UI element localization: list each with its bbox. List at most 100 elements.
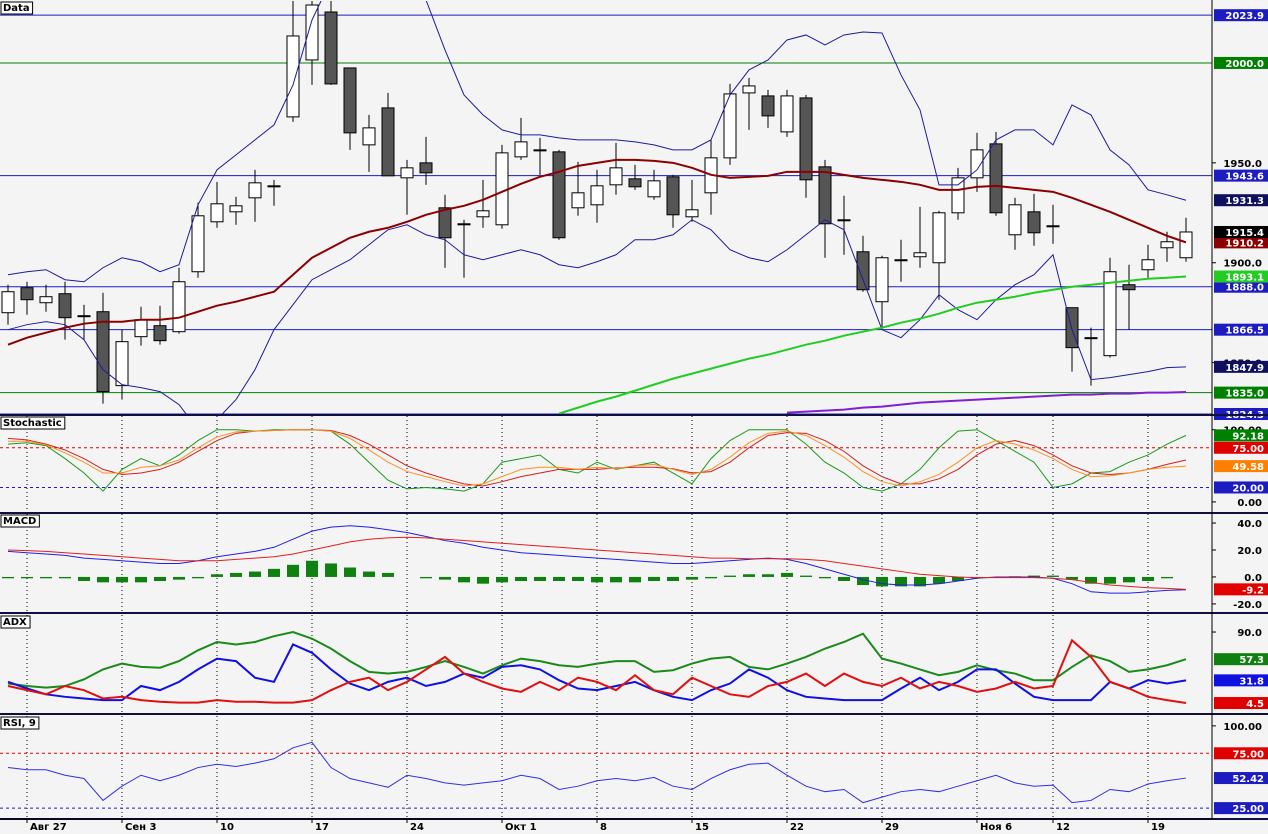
histogram-bar [1161,576,1173,579]
candle-body [799,97,813,181]
x-tick-label: Ноя 6 [980,822,1012,833]
histogram-bar [1047,575,1059,577]
histogram-bar [287,564,299,577]
value-badge [1214,280,1268,293]
series-line [7,219,1187,414]
histogram-bar [800,575,812,577]
x-tick-label: 12 [1056,822,1070,833]
value-badge [1214,460,1268,473]
histogram-bar [135,576,147,583]
histogram-bar [515,576,527,581]
histogram-bar [895,576,907,587]
histogram-bar [249,571,261,577]
value-badge [1214,583,1268,596]
value-badge-label: 2000.0 [1225,59,1264,70]
value-badge [1214,270,1268,283]
histogram-bar [743,574,755,577]
x-tick-label: Сен 3 [125,822,157,833]
histogram-bar [629,576,641,583]
y-tick-label: 1950.0 [1223,159,1262,170]
candle-body [153,325,167,342]
value-badge [1214,386,1268,399]
value-badge-label: 1943.6 [1225,172,1264,183]
y-tick-label: -20.0 [1233,600,1262,611]
candle-body [476,210,490,218]
x-tick-label: Авг 27 [30,822,67,833]
histogram-bar [1104,576,1116,584]
histogram-bar [496,576,508,583]
candle-body [837,219,851,222]
value-badge-label: 52.42 [1232,774,1264,785]
candle-body [343,67,357,134]
histogram-bar [21,576,33,579]
candle-body [438,207,452,239]
histogram-bar [439,576,451,580]
candle-body [970,149,984,179]
candle-body [115,341,129,387]
histogram-bar [667,576,679,581]
histogram-bar [1123,576,1135,583]
y-tick-label: 0.00 [1237,498,1262,509]
value-badge [1214,56,1268,69]
y-tick-label: 20.0 [1237,546,1262,557]
value-badge-label: 49.58 [1232,462,1264,473]
candle-body [818,166,832,225]
candle-body [647,180,661,198]
panel-title: Stochastic [3,418,62,429]
candle-body [894,259,908,262]
value-badge-label: 1847.9 [1225,363,1264,374]
value-badge [1214,772,1268,785]
value-badge [1214,802,1268,815]
histogram-bar [1028,575,1040,577]
value-badge [1214,9,1268,22]
candle-body [628,178,642,188]
candle-body [590,185,604,206]
candle-body [457,223,471,226]
candle-body [856,251,870,291]
histogram-bar [876,576,888,587]
histogram-bar [116,576,128,583]
value-badge-label: 4.5 [1246,699,1264,710]
x-tick-label: 24 [410,822,424,833]
x-tick-label: 29 [885,822,899,833]
series-line [7,429,1187,487]
value-badge-label: 57.3 [1239,655,1264,666]
candle-body [742,85,756,94]
value-badge-label: 75.00 [1232,444,1264,455]
candle-body [571,192,585,209]
panel [7,615,1187,713]
candle-body [419,162,433,174]
histogram-bar [534,576,546,581]
candle-body [96,311,110,393]
histogram-bar [933,576,945,584]
candle-body [552,151,566,239]
candle-body [514,141,528,158]
histogram-bar [268,568,280,577]
histogram-bar [40,576,52,579]
candle-body [533,149,547,152]
histogram-bar [686,576,698,580]
candle-body [20,287,34,301]
panel-title-box [0,1,34,15]
y-tick-label: 90.0 [1237,628,1262,639]
candle-body [1027,211,1041,234]
value-badge [1214,697,1268,710]
histogram-bar [97,576,109,583]
candle-body [761,95,775,117]
value-badge-label: 2023.9 [1225,11,1264,22]
value-badge [1214,169,1268,182]
value-badge-label: 1835.0 [1225,389,1264,400]
histogram-bar [306,560,318,577]
histogram-bar [952,576,964,581]
histogram-bar [648,576,660,581]
candle-body [875,257,889,303]
y-tick-label: 0.0 [1244,573,1262,584]
candle-body [58,293,72,319]
histogram-bar [325,563,337,577]
candle-body [210,203,224,223]
candle-body [39,296,53,304]
value-badge-label: 92.18 [1232,431,1264,442]
candle-body [1141,259,1155,271]
y-tick-label: 40.0 [1237,519,1262,530]
value-badge [1214,674,1268,687]
